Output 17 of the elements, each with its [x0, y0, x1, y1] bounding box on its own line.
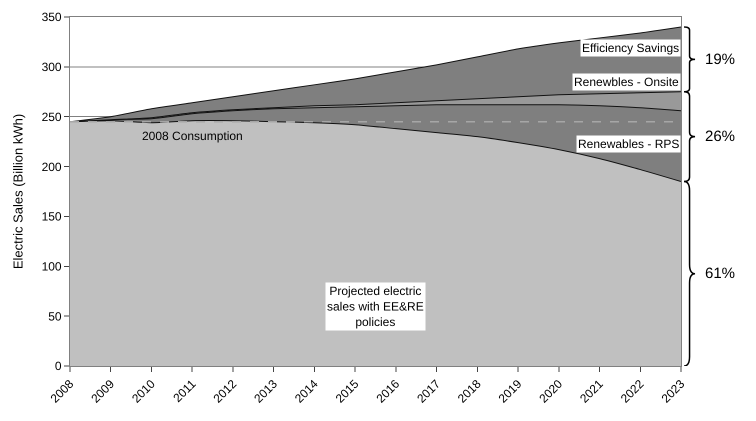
y-tick-label: 350: [42, 10, 62, 24]
text: 61%: [705, 265, 736, 282]
y-tick-label: 0: [54, 359, 62, 374]
y-tick-label: 250: [42, 110, 62, 124]
text: 19%: [705, 51, 736, 68]
series-label: Projected electric sales with EE&RE policies: [327, 284, 424, 330]
series-label: Efficiency Savings: [582, 41, 680, 55]
ref-line-label: 2008 Consumption: [142, 129, 243, 143]
y-tick-label: 300: [42, 60, 62, 74]
series-label: Renewbles - Onsite: [574, 75, 680, 89]
text: 26%: [705, 128, 736, 145]
y-tick-label: 50: [48, 309, 62, 324]
y-axis-title: Electric Sales (Billion kWh): [10, 114, 26, 270]
y-tick-label: 200: [42, 160, 62, 174]
y-tick-label: 100: [42, 259, 62, 274]
y-tick-label: 150: [42, 210, 62, 224]
series-label: Renewables - RPS: [578, 137, 680, 151]
